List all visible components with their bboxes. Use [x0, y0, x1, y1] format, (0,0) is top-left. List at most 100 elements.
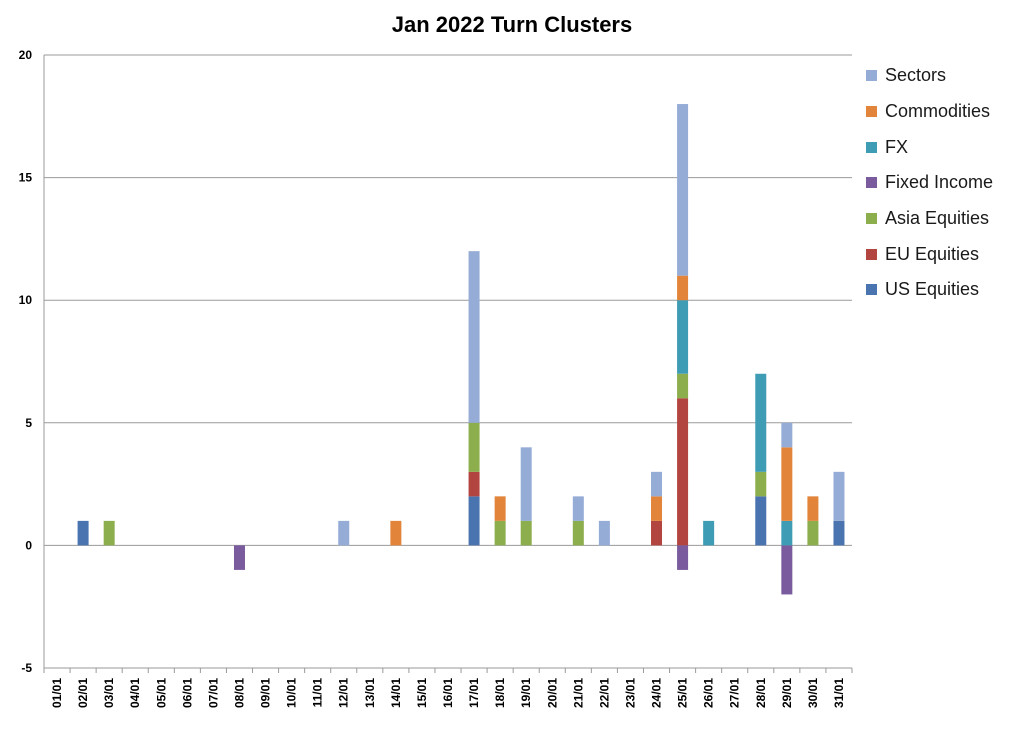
legend-label: Asia Equities: [885, 208, 990, 229]
legend-swatch: [866, 106, 877, 118]
bar-segment: [572, 496, 584, 521]
legend-item: FX: [866, 129, 993, 165]
bar-segment: [703, 520, 715, 546]
bar-segment: [781, 447, 793, 521]
legend-label: Fixed Income: [885, 172, 994, 193]
bar-segment: [338, 520, 350, 546]
legend-item: Fixed Income: [866, 165, 993, 201]
bar-segment: [677, 300, 689, 374]
bar-segment: [781, 545, 793, 595]
legend-item: EU Equities: [866, 236, 993, 272]
x-tick-label: 12/01: [337, 678, 351, 708]
bar-segment: [233, 545, 245, 570]
y-tick-label: 20: [19, 48, 33, 62]
legend-item: Commodities: [866, 94, 993, 130]
bar-segment: [651, 520, 663, 546]
x-tick-label: 28/01: [754, 678, 768, 708]
bar-segment: [677, 398, 689, 546]
x-tick-label: 24/01: [650, 678, 664, 708]
x-tick-label: 11/01: [311, 678, 325, 708]
x-tick-label: 02/01: [76, 678, 90, 708]
bars: [77, 104, 845, 595]
x-tick-label: 03/01: [102, 678, 116, 708]
bar-segment: [390, 520, 402, 546]
bar-segment: [833, 520, 845, 546]
y-tick-label: 10: [19, 293, 33, 307]
x-tick-label: 13/01: [363, 678, 377, 708]
x-tick-label: 19/01: [519, 678, 533, 708]
bar-segment: [468, 471, 480, 497]
x-tick-label: 26/01: [702, 678, 716, 708]
x-tick-label: 06/01: [180, 678, 194, 708]
legend-item: US Equities: [866, 272, 993, 308]
x-tick-label: 31/01: [832, 678, 846, 708]
legend-swatch: [866, 213, 877, 225]
legend-swatch: [866, 141, 877, 153]
y-tick-label: 5: [25, 416, 32, 430]
x-tick-label: 20/01: [545, 678, 559, 708]
x-tick-label: 04/01: [128, 678, 142, 708]
x-tick-label: 25/01: [676, 678, 690, 708]
x-tick-label: 14/01: [389, 678, 403, 708]
bar-segment: [677, 545, 689, 570]
x-tick-label: 29/01: [780, 678, 794, 708]
x-tick-label: 05/01: [154, 678, 168, 708]
x-tick-label: 17/01: [467, 678, 481, 708]
bar-segment: [468, 496, 480, 546]
chart-title: Jan 2022 Turn Clusters: [391, 12, 633, 37]
chart-legend: Sectors Commodities FX Fixed Income Asia Equ…: [866, 58, 993, 308]
legend-swatch: [866, 284, 877, 296]
x-tick-label: 23/01: [623, 678, 637, 708]
bar-segment: [833, 471, 845, 521]
axes: [43, 55, 853, 673]
bar-segment: [598, 520, 610, 546]
legend-item: Asia Equities: [866, 201, 993, 237]
bar-segment: [494, 520, 506, 546]
legend-item: Sectors: [866, 58, 993, 94]
bar-segment: [77, 520, 89, 546]
bar-segment: [520, 520, 532, 546]
tick-labels: -5 0 5 10 15 20 01/01 02/01 03/01 04/01 05/01 06/01…: [19, 48, 846, 708]
legend-label: FX: [885, 136, 909, 157]
x-tick-label: 16/01: [441, 678, 455, 708]
bar-segment: [755, 373, 767, 472]
bar-segment: [677, 104, 689, 276]
x-tick-label: 08/01: [232, 678, 246, 708]
legend-label: US Equities: [885, 279, 980, 300]
y-tick-label: -5: [21, 661, 32, 675]
bar-segment: [781, 422, 793, 448]
bar-segment: [103, 520, 115, 546]
legend-label: Commodities: [885, 101, 991, 122]
bar-segment: [520, 447, 532, 521]
legend-label: EU Equities: [885, 243, 980, 264]
bar-segment: [781, 520, 793, 546]
x-tick-label: 22/01: [597, 678, 611, 708]
x-tick-label: 21/01: [571, 678, 585, 708]
bar-segment: [677, 373, 689, 399]
bar-segment: [651, 496, 663, 521]
bar-segment: [572, 520, 584, 546]
x-tick-label: 15/01: [415, 678, 429, 708]
x-tick-label: 01/01: [50, 678, 64, 708]
legend-swatch: [866, 70, 877, 82]
bar-segment: [755, 471, 767, 497]
x-tick-label: 27/01: [728, 678, 742, 708]
bar-segment: [651, 471, 663, 497]
bar-segment: [807, 496, 819, 521]
x-tick-label: 30/01: [806, 678, 820, 708]
bar-segment: [494, 496, 506, 521]
x-tick-label: 09/01: [259, 678, 273, 708]
bar-segment: [807, 520, 819, 546]
bar-segment: [755, 496, 767, 546]
bar-segment: [468, 422, 480, 472]
x-tick-label: 07/01: [206, 678, 220, 708]
y-tick-label: 0: [25, 538, 32, 552]
legend-label: Sectors: [885, 65, 947, 86]
legend-swatch: [866, 177, 877, 189]
x-tick-label: 18/01: [493, 678, 507, 708]
y-tick-label: 15: [19, 171, 33, 185]
bar-segment: [677, 275, 689, 301]
legend-swatch: [866, 248, 877, 260]
bar-segment: [468, 251, 480, 423]
